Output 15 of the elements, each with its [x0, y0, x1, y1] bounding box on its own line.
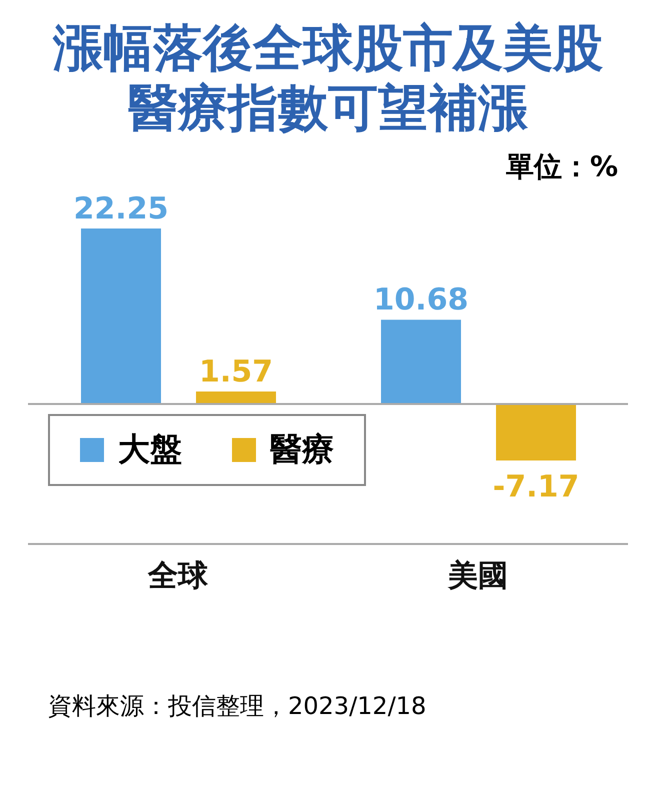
data-label: 10.68: [374, 282, 468, 318]
data-label: -7.17: [492, 469, 580, 504]
legend-label: 醫療: [270, 429, 334, 470]
x-tick-label: 美國: [447, 558, 508, 594]
bar: [381, 320, 461, 404]
source-note: 資料來源：投信整理，2023/12/18: [47, 691, 428, 722]
text: 單位：%: [504, 149, 619, 185]
bar: [81, 228, 161, 404]
legend-label: 大盤: [118, 429, 182, 470]
data-label: 1.57: [198, 354, 274, 390]
bar: [496, 404, 576, 460]
chart-title: 漲幅落後全球股市及美股醫療指數可望補漲: [52, 18, 604, 138]
x-tick-label: 全球: [147, 558, 209, 594]
data-label: 22.25: [74, 191, 168, 226]
bar: [196, 392, 276, 404]
